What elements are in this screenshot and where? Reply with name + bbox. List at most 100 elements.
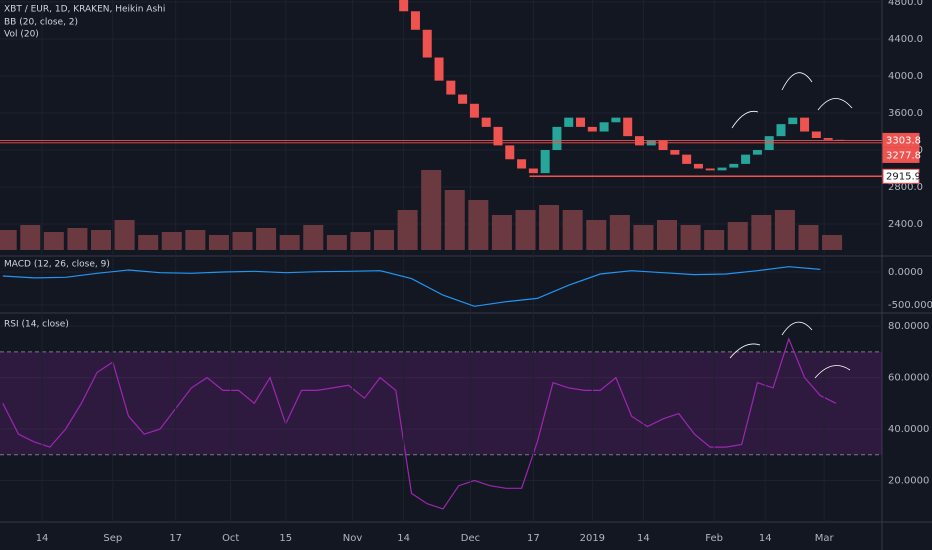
- volume-bar: [91, 230, 112, 250]
- indicator-label: RSI (14, close): [4, 320, 69, 330]
- candle-body: [811, 131, 821, 138]
- price-label-bg: [882, 168, 920, 184]
- candle-body: [623, 117, 633, 137]
- x-tick-label: Mar: [815, 533, 835, 544]
- candle-body: [729, 163, 739, 168]
- volume-bar: [822, 235, 843, 250]
- price-label-bg: [882, 132, 920, 148]
- volume-bar: [539, 205, 560, 250]
- y-tick-label: -500.0000: [888, 300, 932, 311]
- volume-bar: [704, 230, 725, 250]
- candle-body: [599, 122, 609, 132]
- y-tick-label: 4000.0: [888, 71, 923, 82]
- volume-bar: [232, 232, 253, 250]
- x-tick-label: 14: [36, 533, 49, 544]
- candle-body: [823, 137, 833, 140]
- x-tick-label: 14: [397, 533, 410, 544]
- volume-bar: [515, 210, 536, 250]
- candle-body: [682, 154, 692, 164]
- volume-bar: [326, 235, 347, 250]
- x-tick-label: Nov: [343, 533, 363, 544]
- volume-bar: [774, 210, 795, 250]
- candle-body: [528, 168, 538, 174]
- x-tick-label: 14: [759, 533, 772, 544]
- volume-bar: [114, 220, 135, 250]
- candle-body: [717, 167, 727, 171]
- volume-bar: [657, 220, 678, 250]
- candle-body: [540, 150, 550, 174]
- indicator-line: [2, 337, 837, 510]
- y-tick-label: 4400.0: [888, 34, 923, 45]
- drawing: [817, 98, 853, 111]
- x-tick-label: 17: [527, 533, 540, 544]
- candle-body: [458, 94, 468, 104]
- price-label-bg: [882, 147, 920, 163]
- candle-body: [469, 103, 479, 118]
- x-tick-label: Dec: [461, 533, 480, 544]
- x-tick-label: 2019: [580, 533, 605, 544]
- candle-body: [752, 150, 762, 155]
- candle-body: [658, 140, 668, 151]
- candle-body: [705, 168, 715, 171]
- volume-bar: [680, 225, 701, 250]
- rsi-band: [0, 351, 882, 455]
- drawing: [814, 365, 851, 379]
- candle-body: [800, 117, 810, 132]
- volume-bar: [0, 230, 17, 250]
- x-tick-label: Sep: [103, 533, 122, 544]
- volume-bar: [444, 190, 465, 250]
- indicator-label: Vol (20): [4, 30, 39, 40]
- volume-bar: [256, 228, 277, 250]
- volume-bar: [468, 200, 489, 250]
- price-label: 3303.8: [886, 135, 921, 146]
- volume-bar: [67, 228, 88, 250]
- candle-body: [434, 57, 444, 81]
- volume-bar: [374, 230, 395, 250]
- x-tick-label: 15: [279, 533, 292, 544]
- chart-title: XBT / EUR, 1D, KRAKEN, Heikin Ashi: [4, 5, 165, 15]
- candle-body: [493, 126, 503, 146]
- indicator-line: [2, 266, 821, 307]
- volume-bar: [185, 230, 206, 250]
- price-label: 3277.8: [886, 150, 921, 161]
- volume-bar: [279, 235, 300, 250]
- y-tick-label: 20.0000: [888, 476, 929, 487]
- y-tick-label: 4800.0: [888, 0, 923, 8]
- y-tick-label: 40.0000: [888, 424, 929, 435]
- drawing: [729, 343, 761, 359]
- y-tick-label: 2800.0: [888, 182, 923, 193]
- volume-bar: [43, 232, 64, 250]
- drawing: [781, 72, 813, 91]
- indicator-label: MACD (12, 26, close, 9): [4, 260, 110, 270]
- price-label: 2915.9: [886, 171, 921, 182]
- y-tick-label: 2400.0: [888, 219, 923, 230]
- volume-bar: [562, 210, 583, 250]
- y-tick-label: 0.0000: [888, 267, 923, 278]
- volume-bar: [491, 215, 512, 250]
- indicator-label: BB (20, close, 2): [4, 18, 78, 28]
- candle-body: [552, 126, 562, 151]
- candle-body: [788, 117, 798, 125]
- plot-area: [0, 0, 882, 522]
- volume-bar: [208, 235, 229, 250]
- x-tick-label: Feb: [705, 533, 723, 544]
- volume-bar: [609, 215, 630, 250]
- candle-body: [776, 124, 786, 137]
- y-tick-label: 3600.0: [888, 108, 923, 119]
- volume-bar: [161, 232, 182, 250]
- x-tick-label: 14: [637, 533, 650, 544]
- candle-body: [505, 145, 515, 160]
- volume-bar: [727, 222, 748, 250]
- volume-bar: [798, 225, 819, 250]
- y-tick-label: 80.0000: [888, 321, 929, 332]
- candle-body: [587, 126, 597, 132]
- y-tick-label: 60.0000: [888, 373, 929, 384]
- volume-bar: [586, 220, 607, 250]
- candle-body: [422, 29, 432, 58]
- candle-body: [693, 163, 703, 169]
- candle-body: [481, 117, 491, 127]
- candle-body: [741, 154, 751, 164]
- volume-bar: [397, 210, 418, 250]
